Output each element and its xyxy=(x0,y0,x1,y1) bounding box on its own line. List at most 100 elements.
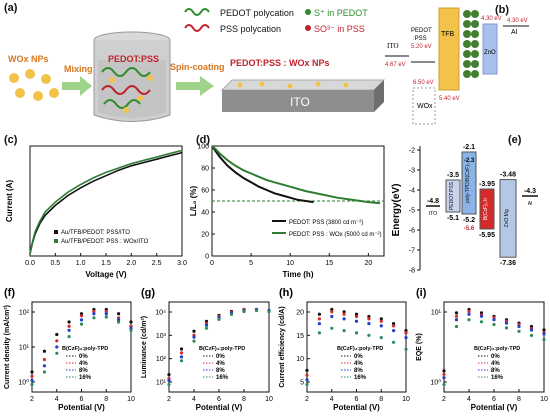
data-point-s0 xyxy=(30,370,34,374)
energy-band-3 xyxy=(479,188,495,230)
data-point-s0 xyxy=(67,320,71,324)
x-axis-label: Potential (V) xyxy=(471,403,518,412)
data-point-s3 xyxy=(267,309,271,314)
panel-a-label: (a) xyxy=(4,2,18,14)
legend-label-1: 4% xyxy=(491,361,500,367)
energy-band-2 xyxy=(461,151,477,215)
legend-title: B(CzF)₃:poly-TPD xyxy=(62,346,108,352)
x-tick-label: 2.5 xyxy=(152,260,162,267)
data-point-s2 xyxy=(55,345,59,349)
x-tick-label: 0 xyxy=(210,260,214,267)
data-point-s0 xyxy=(404,329,408,333)
data-point-s3 xyxy=(454,324,459,329)
data-point-s2 xyxy=(167,379,171,383)
legend-label-1: 4% xyxy=(79,361,88,367)
wox-nps-label: WOx NPs xyxy=(8,54,49,64)
pedot-b-label1: PEDOT xyxy=(411,28,432,34)
data-point-s3 xyxy=(42,370,47,374)
data-point-s3 xyxy=(529,333,534,337)
zno-ev-label: 4.30 eV xyxy=(481,16,502,22)
data-point-s3 xyxy=(92,316,96,320)
legend-label-2: 8% xyxy=(491,368,500,374)
data-point-s3 xyxy=(254,308,259,313)
y-tick-label: -2 xyxy=(409,148,415,155)
data-point-s3 xyxy=(67,335,71,339)
legend-label-0: 0% xyxy=(216,354,225,360)
band-name-3: B(CzF)₃:Ir xyxy=(483,198,489,221)
data-point-s0 xyxy=(354,312,359,316)
legend-title: B(CzF)₃:poly-TPD xyxy=(337,346,383,352)
energy-level-diagram-b: ITO 4.67 eV PEDOT :PSS 5.20 eV TFB 5.40 … xyxy=(385,7,529,125)
pedot-pss-wox-label: PEDOT:PSS : WOx NPs xyxy=(230,58,330,68)
data-point-s3 xyxy=(504,326,509,330)
band-bottom-value-3: -5.95 xyxy=(479,232,495,239)
y-axis-label: Current density (mA/cm²) xyxy=(4,305,11,389)
data-point-s2 xyxy=(529,328,534,332)
tfb-label: TFB xyxy=(441,31,455,38)
x-tick-label: 20 xyxy=(364,260,372,267)
band-bottom-value-4: -7.36 xyxy=(500,260,516,267)
x-tick-label: 2 xyxy=(30,396,34,403)
ito-substrate-icon xyxy=(220,79,386,112)
legend-label-1: 4% xyxy=(216,361,225,367)
y-tick-label: -6 xyxy=(409,228,415,235)
y-tick-label: 0 xyxy=(205,254,209,261)
tfb-ev-label: 5.40 eV xyxy=(439,96,460,102)
qd-spheres-icon xyxy=(463,10,479,78)
panel-h: (h) 2 4 6 8 10 20 15 10 5 Potential (V) Current eff… xyxy=(275,284,412,414)
y-tick-label: 10⁰ xyxy=(18,379,29,387)
panel-label: (g) xyxy=(141,287,155,299)
x-tick-label: 5 xyxy=(249,260,253,267)
panel-label: (f) xyxy=(4,287,15,299)
data-point-s3 xyxy=(55,351,59,355)
x-tick-label: 4 xyxy=(467,396,471,403)
x-tick-label: 6 xyxy=(355,396,359,403)
x-tick-label: 10 xyxy=(286,260,294,267)
x-tick-label: 10 xyxy=(540,396,548,403)
data-point-s0 xyxy=(542,328,546,332)
x-tick-label: 8 xyxy=(517,396,521,403)
electrode-name-0: ITO xyxy=(429,211,437,217)
data-point-s2 xyxy=(204,323,209,327)
s-plus-dot-icon xyxy=(305,9,311,15)
data-point-s2 xyxy=(479,314,484,318)
data-point-s2 xyxy=(342,317,346,321)
x-axis-label: Potential (V) xyxy=(333,403,380,412)
series-line-1 xyxy=(29,149,183,254)
data-point-s1 xyxy=(454,314,459,318)
data-point-s3 xyxy=(367,333,371,337)
data-point-s2 xyxy=(367,322,371,326)
legend-marker-0 xyxy=(54,230,58,234)
so3-legend-label: SO³⁻ in PSS xyxy=(314,24,365,34)
band-bottom2-value-2: -5.6 xyxy=(464,226,475,232)
lifetime-chart: 0 20 40 60 80 100 0 5 10 15 20 Time (h) L/L₀ (%) PEDO… xyxy=(189,144,385,279)
so3-dot-icon xyxy=(305,25,311,31)
series-line-1 xyxy=(211,145,381,205)
data-point-s1 xyxy=(392,324,396,328)
data-point-s0 xyxy=(392,322,396,326)
data-point-s0 xyxy=(442,369,446,373)
y-tick-label: 10² xyxy=(19,310,30,317)
x-tick-label: 4 xyxy=(55,396,59,403)
y-axis-label: Energy(eV) xyxy=(391,184,402,237)
data-point-s1 xyxy=(467,309,471,314)
data-point-s3 xyxy=(192,339,196,343)
series-line-0 xyxy=(211,145,314,204)
y-tick-label: 5 xyxy=(300,380,304,387)
energy-band-4 xyxy=(499,179,517,258)
energy-band-1 xyxy=(445,179,461,213)
legend-title: B(CzF)₃:poly-TPD xyxy=(474,346,520,352)
spin-coating-label: Spin-coating xyxy=(170,62,225,72)
data-point-s2 xyxy=(442,376,446,380)
band-bottom-value-1: -5.1 xyxy=(447,215,459,222)
data-point-s0 xyxy=(317,312,321,316)
x-tick-label: 8 xyxy=(242,396,246,403)
data-point-s3 xyxy=(542,337,546,342)
legend-label-2: 8% xyxy=(79,368,88,374)
data-point-s3 xyxy=(305,382,309,387)
panel-label: (h) xyxy=(279,287,293,299)
data-point-s3 xyxy=(79,322,84,326)
luminance-chart: (g) 2 4 6 8 10 10⁴ 10³ 10² 10¹ Potential (V) Lumina… xyxy=(141,287,273,412)
data-point-s2 xyxy=(317,322,321,326)
data-point-s2 xyxy=(330,314,334,319)
